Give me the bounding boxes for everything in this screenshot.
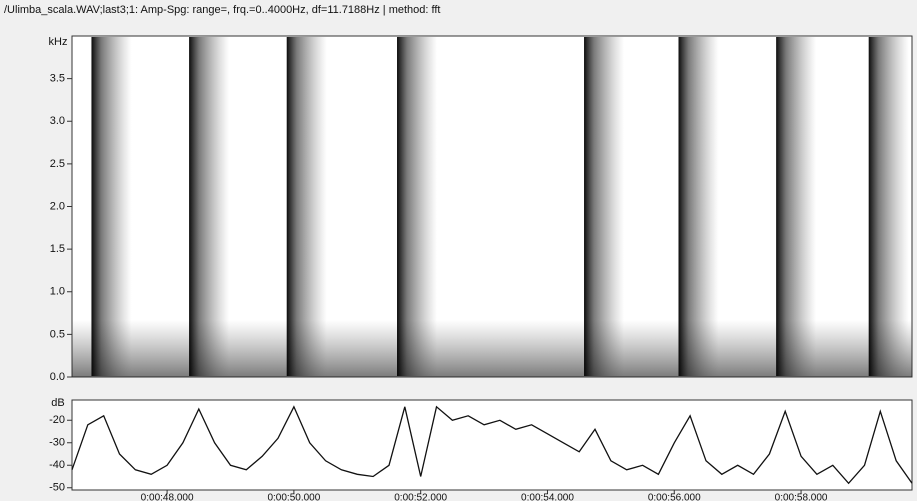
y-tick-label: 3.0 (50, 115, 65, 127)
y-tick-label: -40 (49, 459, 65, 471)
onset-band (189, 37, 229, 376)
y-tick-label: 2.0 (50, 200, 65, 212)
onset-band (679, 37, 719, 376)
y-tick-label: 1.0 (50, 286, 65, 298)
y-tick-label: 1.5 (50, 243, 65, 255)
onset-band (287, 37, 327, 376)
onset-band (91, 37, 131, 376)
y-tick-label: -20 (49, 414, 65, 426)
window-title: /Ulimba_scala.WAV;last3;1: Amp-Spg: rang… (4, 4, 440, 16)
x-tick-label: 0:00:52.000 (394, 493, 447, 501)
onset-band (869, 37, 909, 376)
y-axis-label: kHz (49, 36, 68, 48)
spectrogram-window: /Ulimba_scala.WAV;last3;1: Amp-Spg: rang… (0, 0, 917, 501)
onset-band (776, 37, 816, 376)
x-tick-label: 0:00:48.000 (141, 493, 194, 501)
x-tick-label: 0:00:50.000 (267, 493, 320, 501)
y-tick-label: -30 (49, 437, 65, 449)
y-tick-label: 0.5 (50, 328, 65, 340)
y-tick-label: 0.0 (50, 371, 65, 383)
y-tick-label: 3.5 (50, 73, 65, 85)
x-tick-label: 0:00:56.000 (648, 493, 701, 501)
onset-band (584, 37, 624, 376)
x-tick-label: 0:00:58.000 (775, 493, 828, 501)
y-tick-label: -50 (49, 482, 65, 494)
x-tick-label: 0:00:54.000 (521, 493, 574, 501)
y-tick-label: 2.5 (50, 158, 65, 170)
y-axis-label: dB (51, 397, 64, 409)
onset-band (397, 37, 437, 376)
